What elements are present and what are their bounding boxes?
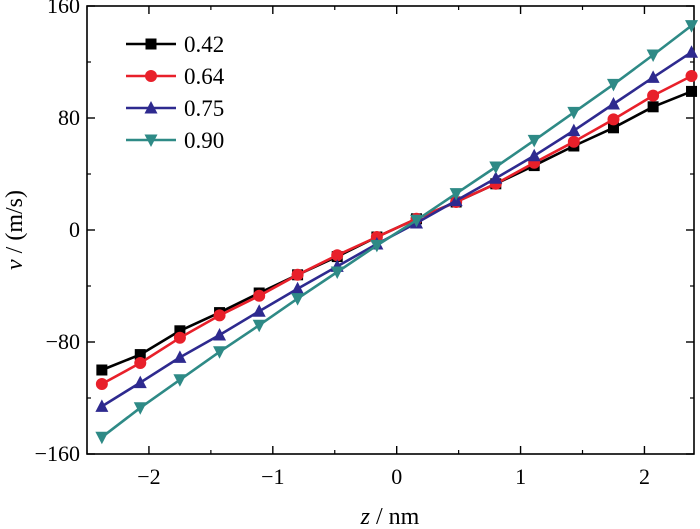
legend-label: 0.90	[184, 128, 224, 153]
y-tick-label: −160	[35, 441, 80, 466]
y-tick-labels: −160 −80 0 80 160	[35, 0, 80, 466]
data-point	[567, 106, 581, 120]
data-point	[291, 281, 305, 295]
data-point	[95, 378, 108, 390]
data-point	[527, 148, 541, 162]
data-point	[685, 45, 699, 58]
data-point	[133, 375, 147, 389]
data-point	[370, 239, 384, 253]
data-point	[489, 171, 503, 184]
data-point	[134, 349, 146, 361]
x-tick-label: 2	[639, 464, 650, 489]
legend-item: 0.64	[126, 64, 225, 89]
data-point	[410, 214, 424, 228]
data-point	[252, 304, 266, 317]
data-point	[606, 97, 620, 110]
data-point	[567, 135, 580, 148]
data-point	[173, 374, 187, 387]
data-point	[252, 319, 266, 333]
data-point	[685, 70, 698, 82]
data-point	[606, 78, 620, 92]
data-point	[646, 49, 660, 62]
y-axis-unit: / (m/s)	[2, 190, 28, 259]
data-point	[686, 85, 698, 97]
data-point	[647, 89, 660, 102]
plot-area	[86, 5, 699, 455]
y-axis-title: v / (m/s)	[2, 190, 28, 270]
data-point	[489, 161, 503, 174]
x-tick-label: −1	[261, 464, 284, 489]
data-point	[213, 328, 227, 341]
legend-label: 0.75	[184, 96, 224, 121]
series-line	[101, 24, 693, 439]
data-point	[95, 431, 109, 445]
data-point	[646, 70, 660, 83]
legend-label: 0.64	[184, 64, 225, 89]
y-tick-label: 80	[58, 105, 80, 130]
legend-item: 0.75	[126, 96, 224, 121]
data-point	[253, 289, 266, 302]
data-point	[449, 188, 463, 201]
data-point	[213, 309, 226, 322]
legend: 0.42 0.64 0.75 0.90	[126, 32, 225, 153]
series-group	[95, 20, 699, 445]
y-tick-label: 160	[47, 0, 80, 18]
x-tick-label: 1	[515, 464, 526, 489]
legend-marker	[144, 101, 158, 114]
y-tick-label: 0	[69, 217, 80, 242]
legend-marker	[145, 70, 157, 82]
x-tick-label: 0	[391, 464, 402, 489]
ticks	[86, 5, 694, 455]
data-point	[607, 122, 619, 134]
legend-marker	[145, 38, 157, 50]
x-tick-labels: −2 −1 0 1 2	[137, 464, 650, 489]
data-point	[291, 268, 304, 281]
data-point	[96, 364, 108, 376]
series-line	[101, 74, 693, 386]
x-tick-label: −2	[137, 464, 160, 489]
legend-label: 0.42	[184, 32, 224, 57]
legend-item: 0.42	[126, 32, 224, 57]
data-point	[134, 357, 147, 369]
data-point	[330, 266, 344, 279]
data-point	[213, 346, 227, 359]
x-axis-title: z / nm	[360, 504, 420, 529]
data-point	[567, 123, 581, 137]
legend-item: 0.90	[126, 128, 224, 153]
data-point	[133, 402, 147, 415]
data-point	[331, 249, 344, 262]
data-point	[685, 20, 699, 33]
data-point	[647, 101, 659, 113]
data-point	[174, 325, 186, 337]
legend-marker	[144, 134, 158, 147]
data-point	[607, 113, 620, 126]
data-point	[173, 350, 187, 363]
y-tick-label: −80	[46, 329, 80, 354]
x-axis-var: z	[360, 504, 371, 529]
data-point	[527, 134, 541, 148]
data-point	[95, 399, 109, 412]
y-axis-var: v	[2, 259, 28, 270]
data-point	[291, 293, 305, 306]
series-0.90	[95, 20, 699, 445]
x-axis-unit: / nm	[370, 504, 420, 529]
data-point	[173, 331, 186, 344]
